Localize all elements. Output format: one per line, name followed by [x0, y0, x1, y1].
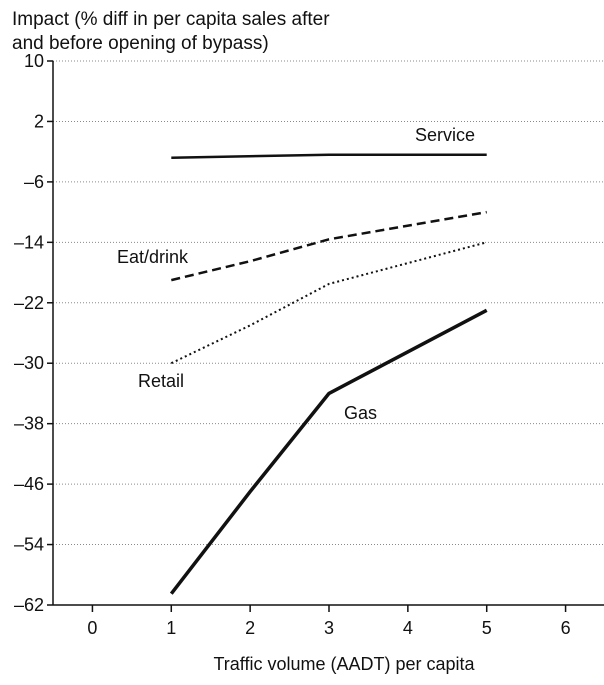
y-tick-label-0: 10: [24, 51, 44, 71]
x-tick-label-6: 6: [561, 618, 571, 638]
axes: 10 2 –6 –14 –22 –30 –38 –46 –54 –62 0 1 2 3 4 5 6: [14, 51, 604, 638]
y-tick-label-1: 2: [34, 111, 44, 131]
y-tick-label-5: –30: [14, 353, 44, 373]
series-line-service: [171, 153, 487, 159]
x-tick-label-3: 3: [324, 618, 334, 638]
x-tick-label-2: 2: [245, 618, 255, 638]
series-label-service: Service: [415, 125, 475, 145]
series-label-gas: Gas: [344, 403, 377, 423]
x-tick-label-5: 5: [482, 618, 492, 638]
series-lines: [169, 153, 488, 595]
y-tick-label-3: –14: [14, 232, 44, 252]
x-axis-label: Traffic volume (AADT) per capita: [213, 654, 475, 674]
x-tick-label-0: 0: [87, 618, 97, 638]
y-tick-label-7: –46: [14, 474, 44, 494]
series-line-eat-drink: [171, 210, 487, 282]
y-tick-label-8: –54: [14, 535, 44, 555]
series-line-gas: [169, 308, 488, 595]
y-tick-label-2: –6: [24, 172, 44, 192]
x-tick-label-1: 1: [166, 618, 176, 638]
series-label-eat-drink: Eat/drink: [117, 247, 189, 267]
y-axis-label-line-1: Impact (% diff in per capita sales after: [12, 9, 330, 30]
series-labels: Service Eat/drink Retail Gas: [117, 125, 475, 423]
gridlines: [53, 60, 604, 546]
y-tick-label-6: –38: [14, 414, 44, 434]
series-line-retail: [170, 241, 487, 365]
y-axis-label-line-2: and before opening of bypass): [12, 33, 269, 54]
y-tick-label-9: –62: [14, 595, 44, 615]
x-tick-label-4: 4: [403, 618, 413, 638]
y-tick-label-4: –22: [14, 293, 44, 313]
series-label-retail: Retail: [138, 371, 184, 391]
